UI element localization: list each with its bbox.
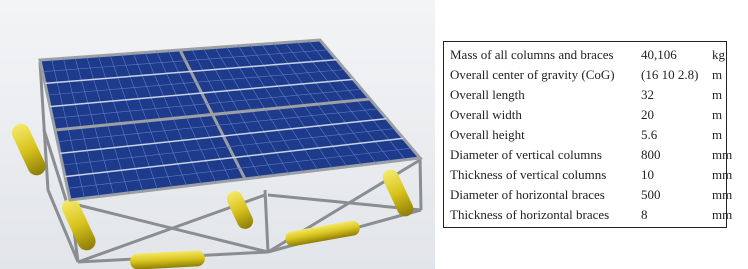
unit: mm xyxy=(712,185,732,205)
property: Overall center of gravity (CoG) xyxy=(450,65,615,85)
value: 20 xyxy=(641,105,654,125)
unit: mm xyxy=(712,205,732,225)
property: Mass of all columns and braces xyxy=(450,45,614,65)
unit: m xyxy=(712,85,722,105)
property: Diameter of horizontal braces xyxy=(450,185,605,205)
table-row: Overall width 20 m xyxy=(444,105,726,125)
unit: m xyxy=(712,65,722,85)
structure-render xyxy=(0,0,435,269)
unit: mm xyxy=(712,165,732,185)
value: 800 xyxy=(641,145,661,165)
property: Overall width xyxy=(450,105,522,125)
unit: m xyxy=(712,105,722,125)
value: 8 xyxy=(641,205,648,225)
unit: kg xyxy=(712,45,725,65)
table-row: Overall center of gravity (CoG) (16 10 2.… xyxy=(444,65,726,85)
property: Thickness of horizontal braces xyxy=(450,205,609,225)
unit: mm xyxy=(712,145,732,165)
property: Overall height xyxy=(450,125,525,145)
value: 500 xyxy=(641,185,661,205)
value: 10 xyxy=(641,165,654,185)
unit: m xyxy=(712,125,722,145)
property: Thickness of vertical columns xyxy=(450,165,606,185)
value: 5.6 xyxy=(641,125,657,145)
page: Mass of all columns and braces40,106kgOv… xyxy=(0,0,748,269)
table-row: Mass of all columns and braces 40,106 kg xyxy=(444,45,726,65)
table-row: Overall length 32 m xyxy=(444,85,726,105)
value: (16 10 2.8) xyxy=(641,65,698,85)
property: Diameter of vertical columns xyxy=(450,145,602,165)
value: 32 xyxy=(641,85,654,105)
value: 40,106 xyxy=(641,45,677,65)
table-row: Overall height 5.6 m xyxy=(444,125,726,145)
property: Overall length xyxy=(450,85,525,105)
